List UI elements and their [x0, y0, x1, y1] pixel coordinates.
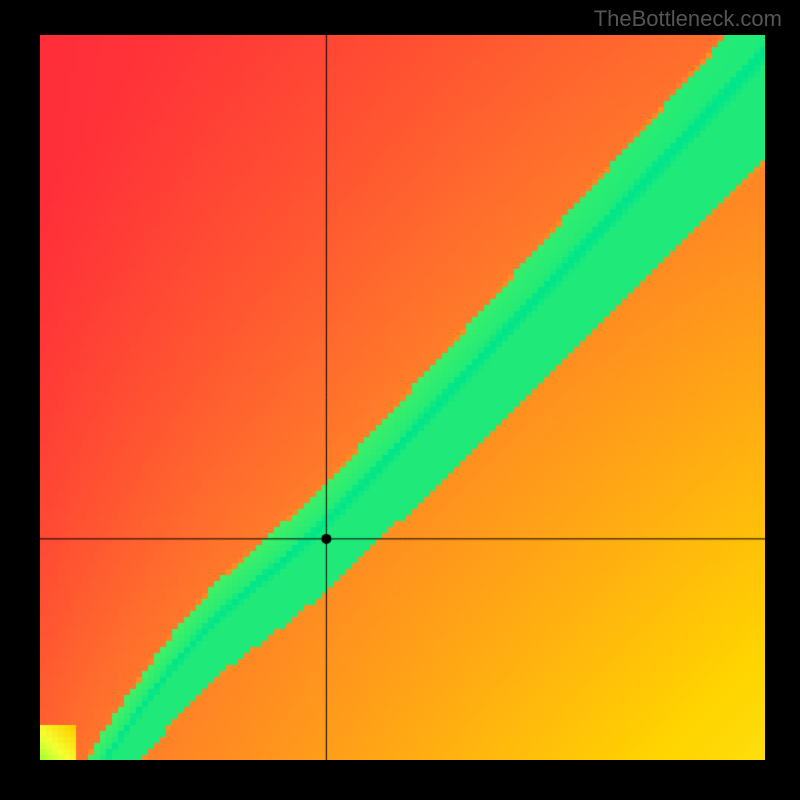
- heatmap-panel: [40, 35, 765, 760]
- heatmap-canvas: [40, 35, 765, 760]
- watermark-text: TheBottleneck.com: [594, 6, 782, 32]
- chart-container: TheBottleneck.com: [0, 0, 800, 800]
